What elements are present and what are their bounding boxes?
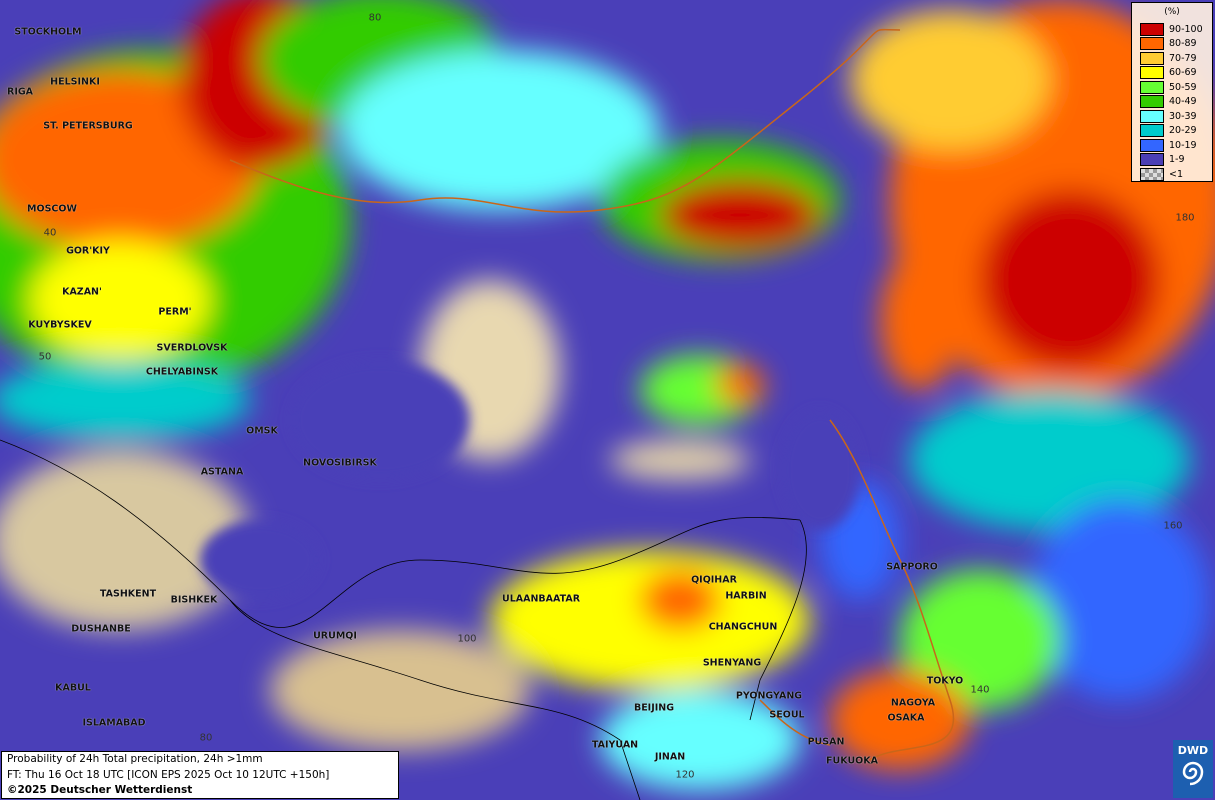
legend-label: 60-69	[1169, 67, 1197, 78]
city-label: BISHKEK	[170, 594, 218, 606]
legend-item: 60-69	[1140, 66, 1197, 80]
graticule-label: 80	[199, 732, 213, 744]
forecast-time: FT: Thu 16 Oct 18 UTC [ICON EPS 2025 Oct…	[7, 768, 330, 781]
city-label: SHENYANG	[702, 657, 762, 669]
legend-item: 40-49	[1140, 95, 1197, 109]
city-label: URUMQI	[313, 630, 357, 642]
legend-label: 90-100	[1169, 23, 1203, 35]
graticule-label: 80	[368, 12, 382, 24]
graticule-label: 100	[457, 633, 477, 645]
legend-swatch	[1140, 167, 1164, 181]
city-label: ASTANA	[200, 466, 244, 478]
legend-unit: (%)	[1164, 7, 1180, 17]
graticule-label: 180	[1175, 212, 1195, 224]
legend-swatch	[1140, 153, 1164, 166]
swirl-icon	[1182, 761, 1204, 786]
legend-item: 80-89	[1140, 37, 1197, 51]
legend-item: 70-79	[1140, 51, 1197, 65]
legend-item: 20-29	[1140, 124, 1197, 138]
city-label: HELSINKI	[50, 76, 100, 88]
city-label: GOR'KIY	[66, 245, 110, 257]
legend-item: 30-39	[1140, 109, 1197, 123]
legend-label: <1	[1169, 168, 1184, 180]
city-label: CHELYABINSK	[145, 366, 219, 378]
legend-label: 70-79	[1169, 52, 1197, 64]
city-label: TOKYO	[926, 675, 964, 687]
legend-label: 40-49	[1169, 96, 1197, 107]
city-label: TASHKENT	[99, 588, 157, 600]
city-label: ISLAMABAD	[82, 717, 146, 729]
city-label: KAZAN'	[62, 286, 102, 298]
city-label: SVERDLOVSK	[156, 342, 228, 354]
city-label: OSAKA	[887, 712, 925, 724]
legend-swatch	[1140, 51, 1164, 65]
city-label: NAGOYA	[890, 697, 936, 709]
city-label: ULAANBAATAR	[501, 593, 581, 605]
city-label: SAPPORO	[886, 561, 938, 573]
legend: (%) 90-100 80-89 70-79 60-69 50-59 40-49 30-39…	[1131, 2, 1213, 182]
map-info-box: Probability of 24h Total precipitation, …	[1, 751, 399, 799]
legend-label: 30-39	[1169, 110, 1197, 122]
city-label: RIGA	[7, 86, 33, 98]
legend-item: 50-59	[1140, 80, 1197, 94]
city-label: BEIJING	[633, 702, 675, 714]
legend-label: 20-29	[1169, 125, 1197, 136]
city-label: DUSHANBE	[71, 623, 131, 635]
legend-swatch	[1140, 66, 1164, 79]
city-label: HARBIN	[725, 590, 767, 602]
city-label: FUKUOKA	[826, 755, 878, 767]
legend-swatch	[1140, 22, 1164, 36]
legend-swatch	[1140, 124, 1164, 137]
legend-label: 1-9	[1169, 154, 1185, 165]
legend-item: <1	[1140, 167, 1183, 181]
dwd-logo: DWD	[1173, 740, 1213, 798]
city-label: TAIYUAN	[591, 739, 639, 751]
map-title: Probability of 24h Total precipitation, …	[7, 753, 263, 765]
city-label: KABUL	[55, 682, 91, 694]
legend-swatch	[1140, 109, 1164, 123]
legend-item: 1-9	[1140, 153, 1185, 167]
legend-label: 10-19	[1169, 139, 1197, 151]
city-label: OMSK	[246, 425, 278, 437]
city-label: STOCKHOLM	[14, 26, 82, 38]
legend-label: 50-59	[1169, 81, 1197, 93]
graticule-label: 140	[970, 684, 990, 696]
city-label: JINAN	[654, 751, 686, 763]
legend-swatch	[1140, 138, 1164, 152]
legend-label: 80-89	[1169, 38, 1197, 49]
city-label: CHANGCHUN	[708, 621, 778, 633]
legend-swatch	[1140, 37, 1164, 50]
graticule-label: 40	[43, 227, 57, 239]
graticule-label: 160	[1163, 520, 1183, 532]
legend-swatch	[1140, 80, 1164, 94]
graticule-label: 120	[675, 769, 695, 781]
city-label: ST. PETERSBURG	[43, 120, 133, 132]
legend-item: 10-19	[1140, 138, 1197, 152]
copyright: ©2025 Deutscher Wetterdienst	[7, 784, 193, 796]
legend-swatch	[1140, 95, 1164, 108]
legend-item: 90-100	[1140, 22, 1203, 36]
graticule-label: 50	[38, 351, 52, 363]
city-label: NOVOSIBIRSK	[303, 457, 377, 469]
city-label: SEOUL	[769, 709, 805, 721]
city-label: MOSCOW	[27, 203, 77, 215]
city-label: KUYBYSKEV	[28, 319, 92, 331]
dwd-logo-text: DWD	[1177, 744, 1209, 757]
city-label: PERM'	[158, 306, 192, 318]
city-label: PUSAN	[807, 736, 845, 748]
city-label: QIQIHAR	[691, 574, 737, 586]
city-label: PYONGYANG	[735, 690, 803, 702]
